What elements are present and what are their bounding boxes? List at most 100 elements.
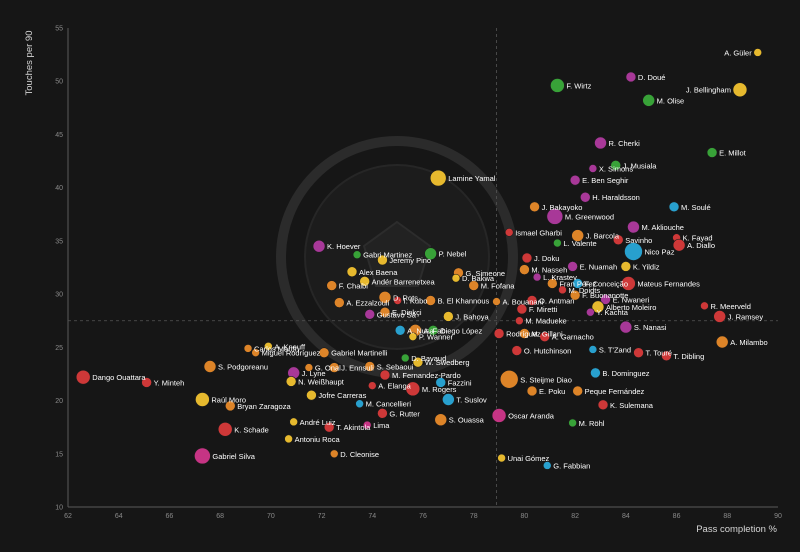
y-tick-label: 50 xyxy=(55,79,63,86)
point-label: X. Simons xyxy=(599,165,633,174)
point-label: Gabriel Silva xyxy=(212,452,255,461)
point-label: Fran Pérez xyxy=(559,279,596,288)
data-point xyxy=(661,350,672,362)
data-point xyxy=(427,325,439,336)
data-point xyxy=(619,320,633,334)
point-label: P. Wanner xyxy=(419,333,454,342)
data-point xyxy=(323,421,335,433)
data-point xyxy=(515,316,524,326)
data-point xyxy=(334,297,345,308)
data-point xyxy=(553,238,562,248)
data-point xyxy=(668,201,680,213)
axes xyxy=(67,28,778,508)
x-tick-label: 76 xyxy=(419,513,427,520)
data-point xyxy=(352,250,362,260)
data-point xyxy=(568,418,577,428)
point-label: J. Ennsuli xyxy=(341,364,374,373)
data-point xyxy=(550,78,565,93)
data-point xyxy=(620,261,632,272)
point-label: S. Ouassa xyxy=(449,416,485,425)
data-point xyxy=(600,294,611,305)
point-label: L. Valente xyxy=(563,239,596,248)
point-label: Lima xyxy=(373,421,390,430)
point-label: L. Krastev xyxy=(543,273,577,282)
point-label: S. T'Zand xyxy=(599,345,631,354)
y-axis-label: Touches per 90 xyxy=(24,31,35,96)
y-tick-label: 45 xyxy=(55,132,63,139)
point-label: Jeremy Pino xyxy=(389,256,431,265)
data-point xyxy=(610,160,622,171)
data-point xyxy=(621,276,636,291)
data-point xyxy=(468,280,480,291)
data-point xyxy=(224,400,236,412)
point-label: E. Ben Seghir xyxy=(582,176,629,185)
point-label: A. Garnacho xyxy=(552,333,594,342)
data-point xyxy=(326,280,338,291)
point-label: M. Olise xyxy=(657,96,685,105)
point-label: Carlos Martín xyxy=(254,344,299,353)
point-label: E. Millot xyxy=(719,149,747,158)
data-point xyxy=(203,360,217,373)
point-label: K. Sulemana xyxy=(610,401,654,410)
data-point xyxy=(424,247,437,260)
point-label: G. Onal xyxy=(315,364,341,373)
point-label: Nico Paz xyxy=(644,248,674,257)
data-point xyxy=(546,208,564,225)
point-label: Miguel Rodríguez xyxy=(262,349,321,358)
data-point xyxy=(625,71,637,83)
data-point xyxy=(405,381,421,397)
point-label: J. Lyne xyxy=(302,369,326,378)
point-label: Ismael Gharbi xyxy=(515,228,562,237)
reference-lines xyxy=(68,28,778,507)
point-label: N. Weißhaupt xyxy=(298,377,345,386)
point-label: J. Bakayoko xyxy=(542,203,583,212)
data-point xyxy=(243,344,253,353)
data-point xyxy=(400,353,410,363)
data-point xyxy=(597,399,609,411)
point-label: W. Swedberg xyxy=(425,358,470,367)
data-point xyxy=(539,331,551,342)
point-label: O. Antman xyxy=(539,296,574,305)
data-point xyxy=(394,325,406,336)
point-label: D. Cleonise xyxy=(340,450,379,459)
point-label: J. Bellingham xyxy=(686,86,731,95)
point-label: D. Doué xyxy=(638,73,666,82)
point-label: F. Chaibi xyxy=(339,282,369,291)
data-point xyxy=(491,408,507,423)
data-point xyxy=(499,369,519,389)
point-label: D. Bakwa xyxy=(462,274,495,283)
point-label: K. Schade xyxy=(234,425,269,434)
point-label: Unai Gómez xyxy=(508,454,550,463)
y-tick-label: 10 xyxy=(55,505,63,512)
data-point xyxy=(579,191,591,203)
data-point xyxy=(377,254,388,266)
point-label: Y. Minteh xyxy=(154,378,185,387)
x-tick-label: 74 xyxy=(368,513,376,520)
point-label: M. Nasseh xyxy=(531,266,567,275)
data-point xyxy=(588,345,598,354)
point-label: O. Hutchinson xyxy=(524,347,572,356)
data-point xyxy=(569,289,581,301)
data-point xyxy=(329,449,339,459)
data-point xyxy=(715,335,729,349)
point-label: G. Simeone xyxy=(466,269,506,278)
data-point xyxy=(519,328,530,339)
data-point xyxy=(588,164,598,173)
point-label: D. Bavaud xyxy=(411,354,446,363)
point-label: Dango Ouattara xyxy=(92,373,146,382)
y-tick-label: 30 xyxy=(55,292,63,299)
y-tick-label: 55 xyxy=(55,26,63,33)
data-point xyxy=(526,295,538,306)
x-axis-label: Pass completion % xyxy=(696,524,777,535)
point-label: S. Nanasi xyxy=(634,323,667,332)
data-point xyxy=(713,310,726,323)
data-point xyxy=(700,301,709,311)
point-label: A. Fabi xyxy=(423,326,447,335)
point-label: I. Kubo xyxy=(404,296,428,305)
x-tick-label: 72 xyxy=(318,513,326,520)
point-label: Gabri Martinez xyxy=(363,251,412,260)
x-tick-label: 90 xyxy=(774,513,782,520)
point-label: E. Poku xyxy=(539,387,565,396)
point-label: G. Fabbian xyxy=(553,461,590,470)
point-label: Lamine Yamal xyxy=(448,174,496,183)
